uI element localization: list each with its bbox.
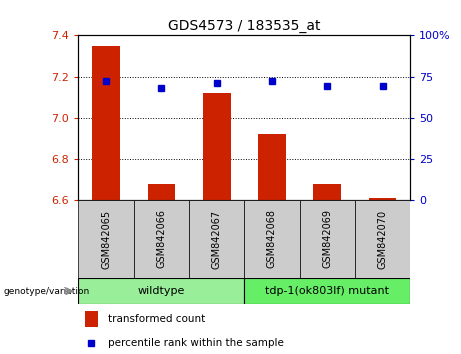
- Text: GSM842067: GSM842067: [212, 209, 222, 269]
- Text: tdp-1(ok803lf) mutant: tdp-1(ok803lf) mutant: [266, 286, 389, 296]
- Text: GSM842069: GSM842069: [322, 210, 332, 268]
- Bar: [313, 183, 341, 200]
- Text: GSM842068: GSM842068: [267, 210, 277, 268]
- Bar: [244, 200, 300, 278]
- Text: GSM842065: GSM842065: [101, 209, 111, 269]
- Bar: [78, 200, 134, 278]
- Bar: [355, 200, 410, 278]
- Text: GSM842066: GSM842066: [156, 210, 166, 268]
- Bar: [300, 200, 355, 278]
- Bar: [203, 93, 230, 200]
- Bar: [369, 198, 396, 200]
- Bar: [78, 278, 244, 304]
- Text: wildtype: wildtype: [138, 286, 185, 296]
- Bar: [148, 183, 175, 200]
- Bar: [92, 46, 120, 200]
- Text: percentile rank within the sample: percentile rank within the sample: [108, 338, 284, 348]
- Text: genotype/variation: genotype/variation: [4, 287, 90, 296]
- Bar: [258, 134, 286, 200]
- Bar: [244, 278, 410, 304]
- Text: transformed count: transformed count: [108, 314, 205, 324]
- Title: GDS4573 / 183535_at: GDS4573 / 183535_at: [168, 19, 320, 33]
- Bar: [85, 311, 98, 327]
- Text: GSM842070: GSM842070: [378, 209, 388, 269]
- Bar: [134, 200, 189, 278]
- Bar: [189, 200, 244, 278]
